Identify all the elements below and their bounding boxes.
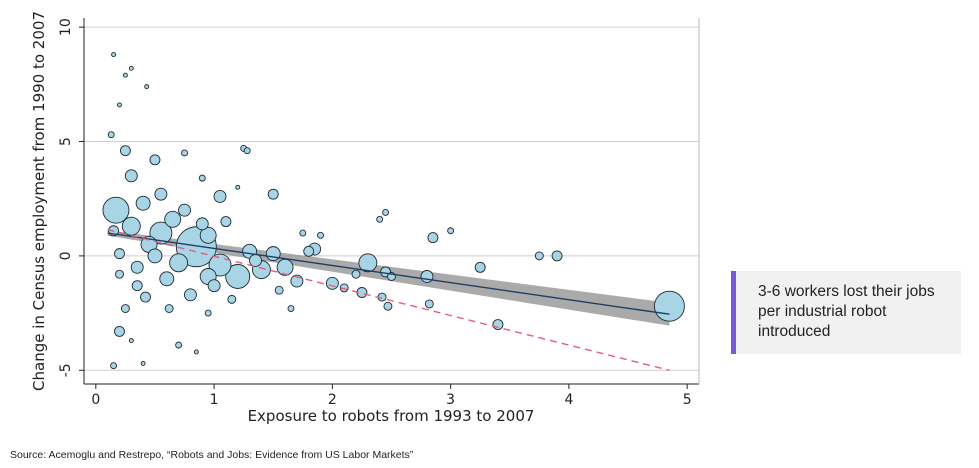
- dashed-line: [107, 228, 670, 371]
- x-tick-label: 0: [91, 392, 100, 408]
- y-tick-label: 5: [58, 137, 74, 146]
- data-point: [420, 270, 434, 283]
- data-point: [299, 229, 307, 237]
- x-axis-label: Exposure to robots from 1993 to 2007: [248, 407, 535, 425]
- data-point: [249, 254, 262, 267]
- plot-area: [84, 18, 699, 384]
- data-point: [207, 279, 221, 293]
- data-point: [117, 102, 122, 108]
- data-point: [175, 341, 183, 349]
- data-point: [653, 290, 685, 322]
- data-point: [225, 264, 251, 289]
- data-point: [551, 250, 563, 262]
- data-point: [154, 187, 168, 201]
- data-point: [534, 251, 544, 261]
- x-tick-label: 5: [683, 392, 692, 408]
- data-point: [220, 216, 232, 228]
- data-point: [474, 261, 486, 273]
- callout-box: 3-6 workers lost their jobs per industri…: [731, 271, 961, 354]
- data-point: [164, 304, 174, 313]
- x-tick-label: 3: [446, 392, 455, 408]
- data-point: [120, 304, 130, 313]
- data-point: [110, 362, 118, 370]
- data-point: [115, 269, 124, 279]
- data-point: [164, 210, 182, 228]
- y-tick-label: -5: [58, 363, 74, 377]
- data-point: [128, 65, 134, 71]
- data-point: [159, 271, 175, 287]
- data-point: [140, 291, 151, 303]
- data-point: [351, 269, 361, 279]
- y-axis-label: Change in Census employment from 1990 to…: [30, 11, 48, 391]
- data-point: [235, 184, 241, 190]
- data-point: [135, 195, 151, 211]
- data-point: [124, 169, 138, 183]
- y-tick-label: 0: [58, 251, 74, 260]
- data-point: [243, 147, 251, 155]
- data-point: [195, 217, 209, 231]
- data-point: [149, 221, 173, 245]
- fit-lines: [107, 228, 670, 371]
- data-point: [383, 301, 393, 311]
- fit-line: [107, 232, 670, 315]
- x-tick-label: 1: [210, 392, 219, 408]
- tick-labels: 0 1 2 3 4 5 -5 0 5 10: [58, 18, 692, 408]
- data-point: [140, 360, 146, 366]
- data-points: [102, 52, 685, 370]
- data-point: [303, 245, 315, 257]
- y-tick-label: 10: [58, 18, 74, 36]
- data-point: [169, 253, 189, 273]
- data-point: [199, 226, 217, 244]
- scatter-chart: 0 1 2 3 4 5 -5 0 5 10 Exposure to robots from 199…: [30, 11, 700, 425]
- data-point: [424, 299, 434, 309]
- data-point: [114, 248, 125, 260]
- data-point: [183, 288, 197, 302]
- x-tick-label: 4: [564, 392, 573, 408]
- data-point: [122, 72, 128, 78]
- data-point: [204, 309, 212, 317]
- data-point: [114, 325, 125, 337]
- axes: [83, 18, 700, 385]
- data-point: [181, 149, 188, 157]
- data-point: [287, 305, 295, 312]
- data-point: [149, 154, 161, 166]
- data-point: [111, 52, 117, 58]
- data-point: [265, 246, 281, 262]
- data-point: [130, 260, 144, 274]
- data-point: [227, 294, 237, 304]
- source-note: Source: Acemoglu and Restrepo, “Robots a…: [10, 449, 414, 461]
- data-point: [382, 208, 390, 216]
- data-point: [276, 258, 294, 276]
- data-point: [447, 227, 455, 235]
- data-point: [178, 203, 191, 217]
- data-point: [317, 231, 324, 239]
- data-point: [144, 84, 150, 90]
- data-point: [376, 215, 384, 223]
- x-tick-label: 2: [328, 392, 337, 408]
- data-point: [325, 276, 339, 290]
- data-point: [358, 253, 378, 273]
- data-point: [107, 131, 115, 139]
- data-point: [213, 189, 227, 203]
- data-point: [267, 188, 279, 200]
- data-point: [131, 280, 143, 292]
- callout-text: 3-6 workers lost their jobs per industri…: [758, 283, 935, 340]
- data-point: [427, 232, 439, 244]
- data-point: [147, 248, 163, 264]
- data-point: [121, 216, 141, 236]
- data-point: [274, 285, 284, 295]
- data-point: [198, 174, 206, 182]
- data-point: [102, 196, 130, 224]
- data-point: [119, 145, 131, 157]
- data-point: [128, 338, 134, 343]
- data-point: [193, 349, 199, 355]
